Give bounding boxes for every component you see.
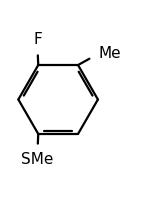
Text: F: F <box>33 32 42 47</box>
Text: Me: Me <box>99 46 121 61</box>
Text: SMe: SMe <box>21 152 54 167</box>
